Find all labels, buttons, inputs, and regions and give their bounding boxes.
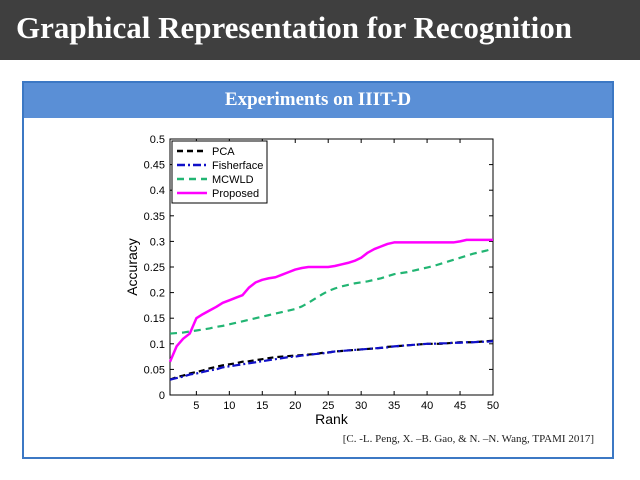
x-tick-label: 35: [388, 400, 400, 412]
y-tick-label: 0.1: [150, 339, 165, 351]
x-tick-label: 25: [322, 400, 334, 412]
y-tick-label: 0.25: [144, 262, 165, 274]
x-tick-label: 5: [193, 400, 199, 412]
y-tick-label: 0.3: [150, 236, 165, 248]
panel-heading: Experiments on IIIT-D: [224, 89, 412, 110]
x-tick-label: 30: [355, 400, 367, 412]
series-line-fisherface: [169, 340, 494, 381]
y-axis-label: Accuracy: [124, 238, 140, 296]
x-axis-label: Rank: [315, 411, 349, 427]
x-tick-label: 10: [223, 400, 235, 412]
y-tick-label: 0.15: [144, 313, 165, 325]
series-line-mcwld: [169, 247, 494, 335]
legend-label-fisherface: Fisherface: [212, 160, 263, 172]
y-tick-label: 0.2: [150, 288, 165, 300]
slide-title: Graphical Representation for Recognition: [16, 10, 572, 45]
series-line-pca: [169, 339, 494, 381]
title-bar: Graphical Representation for Recognition: [0, 0, 640, 60]
y-tick-label: 0.35: [144, 211, 165, 223]
y-tick-label: 0.4: [150, 185, 165, 197]
x-tick-label: 45: [454, 400, 466, 412]
legend-label-proposed: Proposed: [212, 188, 259, 200]
x-tick-label: 20: [289, 400, 301, 412]
experiment-panel: Experiments on IIIT-D [C. -L. Peng, X. –…: [22, 81, 614, 459]
y-tick-label: 0.5: [150, 134, 165, 146]
series-line-proposed: [168, 238, 493, 363]
citation: [C. -L. Peng, X. –B. Gao, & N. –N. Wang,…: [342, 433, 594, 445]
y-tick-label: 0.05: [144, 364, 165, 376]
y-tick-label: 0: [159, 390, 165, 402]
x-tick-label: 40: [421, 400, 433, 412]
x-tick-label: 15: [256, 400, 268, 412]
y-tick-label: 0.45: [144, 160, 165, 172]
panel-header: Experiments on IIIT-D: [24, 83, 612, 118]
legend-label-mcwld: MCWLD: [212, 174, 254, 186]
legend-label-pca: PCA: [212, 146, 235, 158]
x-tick-label: 50: [487, 400, 499, 412]
